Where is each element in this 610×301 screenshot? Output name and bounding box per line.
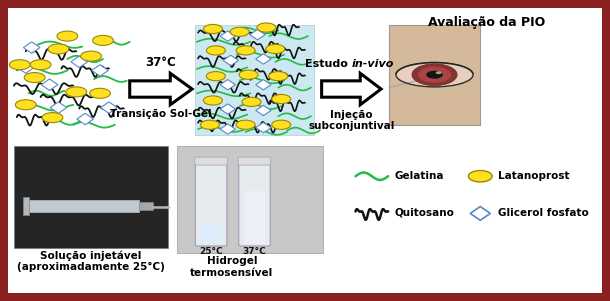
Polygon shape <box>256 105 271 116</box>
Circle shape <box>206 46 225 55</box>
Text: Injeção
subconjuntival: Injeção subconjuntival <box>308 110 395 131</box>
Polygon shape <box>220 124 235 134</box>
Circle shape <box>468 170 492 182</box>
Polygon shape <box>470 206 490 220</box>
Circle shape <box>42 113 63 123</box>
Circle shape <box>206 72 225 81</box>
Polygon shape <box>256 123 271 133</box>
Circle shape <box>90 88 110 98</box>
Polygon shape <box>23 197 29 215</box>
Circle shape <box>418 67 451 83</box>
Circle shape <box>436 71 442 74</box>
Circle shape <box>239 70 258 79</box>
Polygon shape <box>23 42 40 53</box>
Ellipse shape <box>396 63 473 87</box>
Circle shape <box>236 46 255 55</box>
Polygon shape <box>50 102 66 113</box>
Polygon shape <box>256 54 271 64</box>
Circle shape <box>81 51 101 61</box>
Text: 37°C: 37°C <box>146 56 176 69</box>
FancyBboxPatch shape <box>138 202 154 210</box>
Circle shape <box>93 36 113 45</box>
FancyBboxPatch shape <box>14 146 168 248</box>
Circle shape <box>269 72 288 81</box>
Circle shape <box>236 120 255 129</box>
Text: Avaliação da PIO: Avaliação da PIO <box>428 16 545 29</box>
FancyBboxPatch shape <box>29 200 138 212</box>
Circle shape <box>201 120 220 129</box>
FancyBboxPatch shape <box>238 157 271 165</box>
Polygon shape <box>256 79 271 90</box>
Polygon shape <box>41 79 58 90</box>
Text: in-vivo: in-vivo <box>351 59 393 69</box>
Polygon shape <box>243 191 265 244</box>
Circle shape <box>412 64 457 85</box>
Polygon shape <box>101 102 117 113</box>
FancyBboxPatch shape <box>178 146 323 253</box>
FancyBboxPatch shape <box>195 161 227 246</box>
FancyBboxPatch shape <box>389 25 479 125</box>
Polygon shape <box>220 79 235 90</box>
Text: Hidrogel
termosensível: Hidrogel termosensível <box>190 256 273 278</box>
Polygon shape <box>200 224 222 244</box>
Circle shape <box>66 87 87 97</box>
Circle shape <box>48 44 69 54</box>
Circle shape <box>242 97 261 107</box>
Polygon shape <box>249 29 265 40</box>
Circle shape <box>24 73 45 82</box>
Text: Transição Sol-Gel: Transição Sol-Gel <box>110 109 212 119</box>
Circle shape <box>266 45 285 54</box>
FancyBboxPatch shape <box>195 157 228 165</box>
Circle shape <box>271 95 291 104</box>
Circle shape <box>426 71 443 79</box>
Polygon shape <box>223 55 239 66</box>
Text: 37°C: 37°C <box>243 247 267 256</box>
Polygon shape <box>220 31 235 41</box>
Text: Glicerol fosfato: Glicerol fosfato <box>498 208 589 219</box>
Polygon shape <box>130 73 192 105</box>
FancyBboxPatch shape <box>195 25 314 135</box>
Circle shape <box>30 60 51 70</box>
Text: Solução injetável
(aproximadamente 25°C): Solução injetável (aproximadamente 25°C) <box>17 250 165 272</box>
Circle shape <box>9 60 30 70</box>
Circle shape <box>57 31 77 41</box>
Circle shape <box>15 100 36 110</box>
Text: Quitosano: Quitosano <box>394 208 454 218</box>
FancyBboxPatch shape <box>239 161 270 246</box>
Polygon shape <box>71 56 88 68</box>
Polygon shape <box>321 73 381 105</box>
Text: Gelatina: Gelatina <box>394 171 443 181</box>
Polygon shape <box>18 62 34 73</box>
Circle shape <box>230 27 249 36</box>
Text: Estudo: Estudo <box>304 59 351 69</box>
Polygon shape <box>220 104 235 114</box>
Polygon shape <box>92 65 109 76</box>
Text: Latanoprost: Latanoprost <box>498 171 570 181</box>
Text: 25°C: 25°C <box>199 247 223 256</box>
Circle shape <box>203 96 223 105</box>
Circle shape <box>271 120 291 129</box>
Circle shape <box>257 23 276 32</box>
Circle shape <box>203 24 223 33</box>
Polygon shape <box>77 113 93 125</box>
